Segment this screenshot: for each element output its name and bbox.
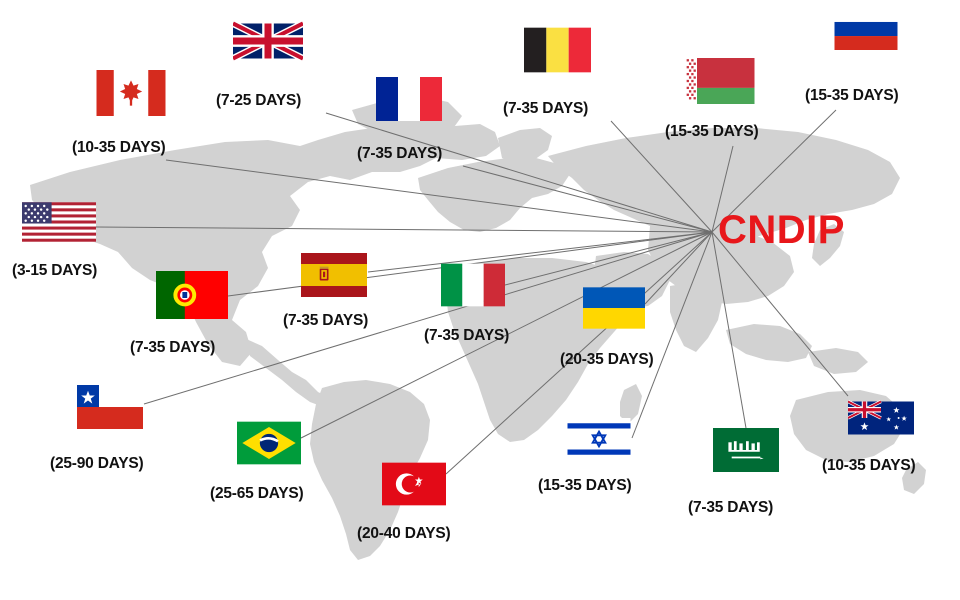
saudi-arabia-flag [713, 428, 779, 472]
united-kingdom-flag [233, 18, 303, 64]
canada-flag [96, 70, 166, 116]
turkey-flag [382, 462, 446, 506]
france-flag [376, 73, 442, 125]
connector-line-united-states [95, 226, 713, 233]
delivery-days-label-united-states: (3-15 DAYS) [12, 262, 98, 279]
ukraine-flag [583, 286, 645, 330]
brazil-flag [237, 421, 301, 465]
connector-line-ukraine [644, 231, 713, 305]
delivery-days-label-belarus: (15-35 DAYS) [665, 123, 759, 140]
delivery-days-label-ukraine: (20-35 DAYS) [560, 351, 654, 368]
delivery-days-label-belgium: (7-35 DAYS) [503, 100, 589, 117]
connector-line-brazil [300, 231, 713, 439]
delivery-days-label-israel: (15-35 DAYS) [538, 477, 632, 494]
spain-flag [300, 253, 368, 297]
delivery-days-label-portugal: (7-35 DAYS) [130, 339, 216, 356]
australia-flag [848, 396, 914, 440]
connector-line-france [462, 165, 713, 233]
chile-flag [76, 385, 144, 429]
portugal-flag [156, 270, 228, 320]
delivery-days-label-turkey: (20-40 DAYS) [357, 525, 451, 542]
delivery-days-label-brazil: (25-65 DAYS) [210, 485, 304, 502]
belgium-flag [524, 26, 591, 74]
belarus-flag [684, 58, 756, 104]
connector-line-italy [504, 231, 713, 286]
connector-line-chile [143, 231, 713, 405]
hub-label: CNDIP [718, 208, 845, 252]
connector-line-israel [631, 231, 713, 439]
connector-line-australia [711, 231, 849, 397]
delivery-days-label-spain: (7-35 DAYS) [283, 312, 369, 329]
delivery-days-label-italy: (7-35 DAYS) [424, 327, 510, 344]
connector-line-turkey [445, 231, 713, 475]
delivery-days-label-australia: (10-35 DAYS) [822, 457, 916, 474]
italy-flag [441, 261, 505, 309]
connector-line-canada [165, 159, 713, 233]
delivery-days-label-chile: (25-90 DAYS) [50, 455, 144, 472]
delivery-days-label-canada: (10-35 DAYS) [72, 139, 166, 156]
russia-flag [833, 8, 899, 50]
connector-line-spain [367, 231, 713, 273]
delivery-days-label-france: (7-35 DAYS) [357, 145, 443, 162]
delivery-days-label-russia: (15-35 DAYS) [805, 87, 899, 104]
connector-line-belgium [610, 120, 713, 233]
delivery-days-label-saudi-arabia: (7-35 DAYS) [688, 499, 774, 516]
united-states-flag [22, 200, 96, 244]
delivery-days-label-united-kingdom: (7-25 DAYS) [216, 92, 302, 109]
connector-line-saudi-arabia [711, 231, 747, 429]
israel-flag [566, 418, 632, 460]
connector-line-russia [711, 109, 837, 233]
connector-line-united-kingdom [325, 112, 713, 233]
connector-line-belarus [711, 145, 734, 233]
